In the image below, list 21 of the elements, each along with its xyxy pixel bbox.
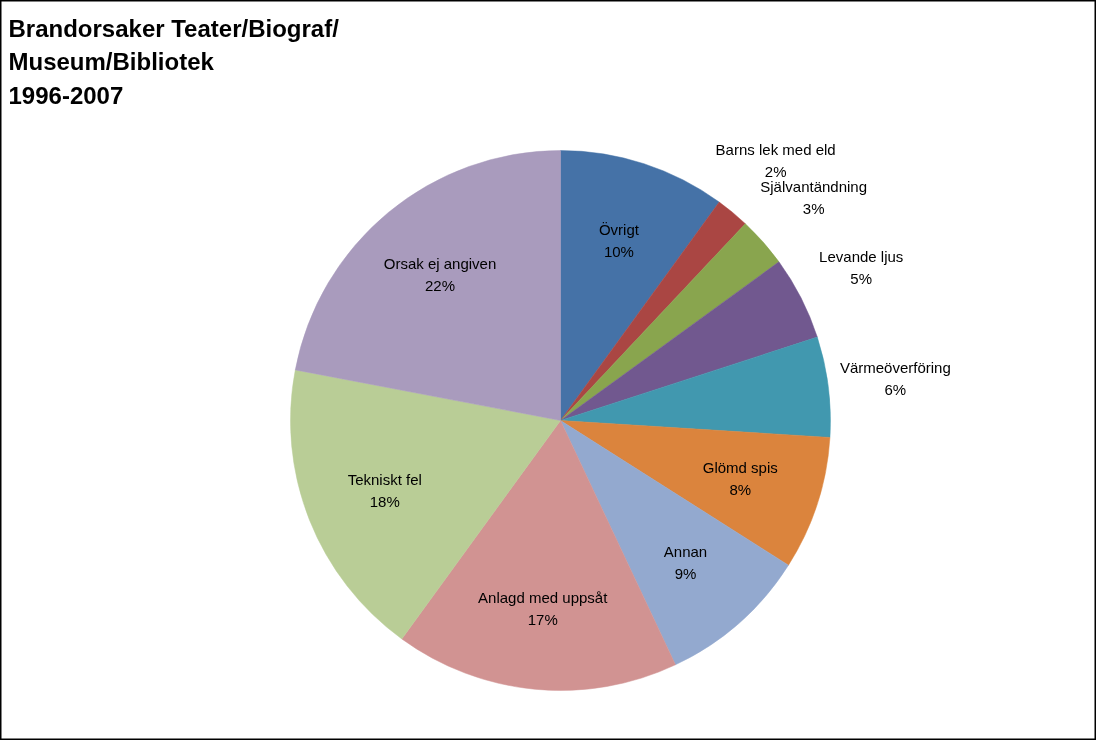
- data-label: 2%: [764, 163, 787, 180]
- data-label: 5%: [850, 269, 873, 287]
- data-label: 22%: [425, 277, 456, 295]
- slice-label: Anlagd med uppsåt: [478, 589, 609, 607]
- slice-label: Tekniskt fel: [347, 470, 422, 488]
- data-label: 18%: [369, 492, 400, 510]
- chart-title: Brandorsaker Teater/Biograf/ Museum/Bibliotek 1996-2007: [8, 14, 340, 109]
- slice-label: Övrigt: [598, 221, 640, 239]
- slice-label: Värmeöverföring: [839, 358, 951, 376]
- slice-label: Barns lek med eld: [715, 140, 836, 158]
- slice-label: Annan: [663, 542, 708, 560]
- data-label: 9%: [674, 564, 697, 582]
- data-label: 10%: [603, 243, 634, 261]
- slice-label: Orsak ej angiven: [383, 255, 497, 273]
- slice-label: Levande ljus: [819, 247, 904, 265]
- slice-label: Självantändning: [760, 177, 868, 195]
- data-label: 17%: [527, 611, 558, 629]
- data-label: 3%: [802, 199, 825, 217]
- data-label: 8%: [729, 481, 752, 499]
- data-label: 6%: [884, 380, 907, 398]
- slice-label: Glömd spis: [702, 459, 778, 477]
